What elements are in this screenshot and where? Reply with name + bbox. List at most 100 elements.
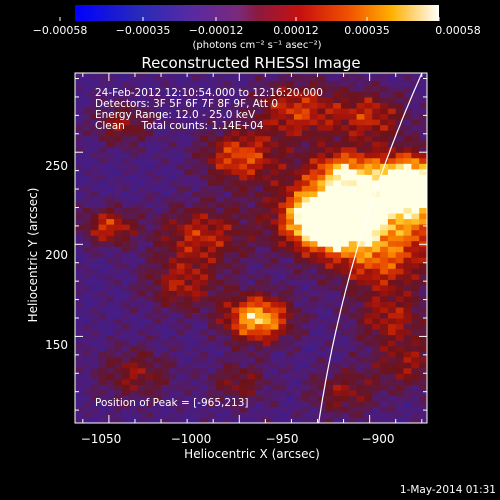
heatmap-cell bbox=[114, 119, 123, 126]
heatmap-cell bbox=[239, 389, 248, 396]
heatmap-cell bbox=[106, 329, 115, 336]
heatmap-cell bbox=[145, 185, 154, 192]
heatmap-cell bbox=[333, 406, 342, 413]
heatmap-cell bbox=[153, 268, 162, 275]
heatmap-cell bbox=[106, 124, 115, 131]
heatmap-cell bbox=[137, 152, 146, 159]
heatmap-cell bbox=[129, 323, 139, 330]
heatmap-cell bbox=[254, 146, 264, 153]
heatmap-cell bbox=[403, 273, 412, 280]
heatmap-cell bbox=[419, 295, 427, 302]
heatmap-cell bbox=[317, 196, 326, 203]
heatmap-cell bbox=[192, 80, 201, 87]
heatmap-cell bbox=[403, 80, 412, 87]
heatmap-cell bbox=[294, 141, 303, 148]
heatmap-cell bbox=[129, 290, 139, 297]
heatmap-cell bbox=[137, 135, 146, 142]
heatmap-cell bbox=[270, 301, 279, 308]
heatmap-cell bbox=[239, 334, 248, 341]
heatmap-cell bbox=[168, 80, 178, 87]
heatmap-cell bbox=[106, 196, 115, 203]
heatmap-cell bbox=[317, 411, 326, 418]
heatmap-cell bbox=[192, 113, 201, 120]
heatmap-cell bbox=[98, 213, 107, 220]
heatmap-cell bbox=[153, 334, 162, 341]
heatmap-cell bbox=[372, 218, 381, 225]
heatmap-cell bbox=[247, 96, 256, 103]
heatmap-cell bbox=[114, 257, 123, 264]
heatmap-cell bbox=[184, 185, 193, 192]
heatmap-cell bbox=[270, 207, 279, 214]
heatmap-cell bbox=[356, 329, 365, 336]
heatmap-cell bbox=[301, 345, 311, 352]
heatmap-cell bbox=[395, 306, 405, 313]
heatmap-cell bbox=[176, 73, 186, 76]
heatmap-cell bbox=[223, 373, 232, 380]
heatmap-cell bbox=[411, 345, 420, 352]
heatmap-cell bbox=[364, 135, 373, 142]
heatmap-cell bbox=[325, 279, 334, 286]
heatmap-cell bbox=[82, 367, 92, 374]
heatmap-cell bbox=[215, 235, 225, 242]
heatmap-cell bbox=[364, 301, 373, 308]
heatmap-cell bbox=[200, 85, 209, 92]
heatmap-cell bbox=[82, 196, 92, 203]
heatmap-cell bbox=[145, 207, 154, 214]
heatmap-cell bbox=[325, 146, 334, 153]
heatmap-cell bbox=[380, 389, 389, 396]
heatmap-cell bbox=[247, 224, 256, 231]
heatmap-cell bbox=[301, 163, 311, 170]
heatmap-cell bbox=[161, 102, 170, 109]
heatmap-cell bbox=[114, 345, 123, 352]
heatmap-cell bbox=[137, 279, 146, 286]
heatmap-cell bbox=[239, 174, 248, 181]
heatmap-cell bbox=[145, 246, 154, 253]
heatmap-cell bbox=[223, 163, 232, 170]
heatmap-cell bbox=[294, 334, 303, 341]
heatmap-cell bbox=[215, 185, 225, 192]
heatmap-cell bbox=[82, 96, 92, 103]
heatmap-cell bbox=[192, 168, 201, 175]
heatmap-cell bbox=[114, 235, 123, 242]
heatmap-cell bbox=[294, 224, 303, 231]
heatmap-cell bbox=[145, 378, 154, 385]
heatmap-cell bbox=[121, 73, 131, 76]
heatmap-cell bbox=[176, 119, 186, 126]
heatmap-cell bbox=[395, 351, 405, 358]
heatmap-cell bbox=[262, 362, 272, 369]
heatmap-cell bbox=[286, 152, 295, 159]
heatmap-cell bbox=[364, 185, 373, 192]
heatmap-cell bbox=[333, 400, 342, 407]
heatmap-cell bbox=[82, 323, 92, 330]
heatmap-cell bbox=[75, 179, 84, 186]
heatmap-cell bbox=[278, 273, 287, 280]
heatmap-cell bbox=[247, 295, 256, 302]
heatmap-cell bbox=[309, 262, 319, 269]
heatmap-cell bbox=[208, 290, 217, 297]
heatmap-cell bbox=[380, 290, 389, 297]
heatmap-cell bbox=[380, 85, 389, 92]
heatmap-cell bbox=[129, 334, 139, 341]
heatmap-cell bbox=[239, 312, 248, 319]
heatmap-cell bbox=[372, 306, 381, 313]
heatmap-cell bbox=[231, 141, 240, 148]
heatmap-cell bbox=[286, 367, 295, 374]
heatmap-cell bbox=[137, 179, 146, 186]
heatmap-cell bbox=[380, 207, 389, 214]
heatmap-cell bbox=[231, 168, 240, 175]
heatmap-cell bbox=[153, 340, 162, 347]
heatmap-cell bbox=[254, 235, 264, 242]
heatmap-cell bbox=[161, 113, 170, 120]
heatmap-cell bbox=[231, 257, 240, 264]
heatmap-cell bbox=[419, 130, 427, 137]
heatmap-cell bbox=[356, 201, 365, 208]
heatmap-cell bbox=[239, 351, 248, 358]
heatmap-cell bbox=[168, 113, 178, 120]
heatmap-cell bbox=[278, 240, 287, 247]
heatmap-cell bbox=[364, 318, 373, 325]
heatmap-cell bbox=[231, 201, 240, 208]
heatmap-cell bbox=[176, 157, 186, 164]
heatmap-cell bbox=[286, 273, 295, 280]
heatmap-cell bbox=[247, 207, 256, 214]
heatmap-cell bbox=[176, 190, 186, 197]
